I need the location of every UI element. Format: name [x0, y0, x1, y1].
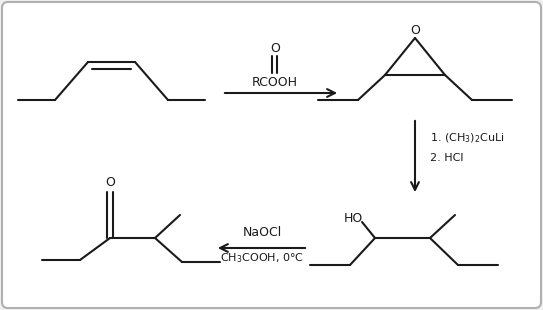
Text: O: O — [410, 24, 420, 37]
Text: CH$_3$COOH, 0°C: CH$_3$COOH, 0°C — [220, 251, 304, 265]
Text: O: O — [270, 42, 280, 55]
Text: NaOCl: NaOCl — [242, 225, 282, 238]
Text: 2. HCl: 2. HCl — [430, 153, 464, 163]
Text: 1. (CH$_3$)$_2$CuLi: 1. (CH$_3$)$_2$CuLi — [430, 131, 505, 145]
Text: O: O — [105, 176, 115, 189]
Text: RCOOH: RCOOH — [252, 76, 298, 88]
Text: HO: HO — [343, 211, 363, 224]
FancyBboxPatch shape — [2, 2, 541, 308]
